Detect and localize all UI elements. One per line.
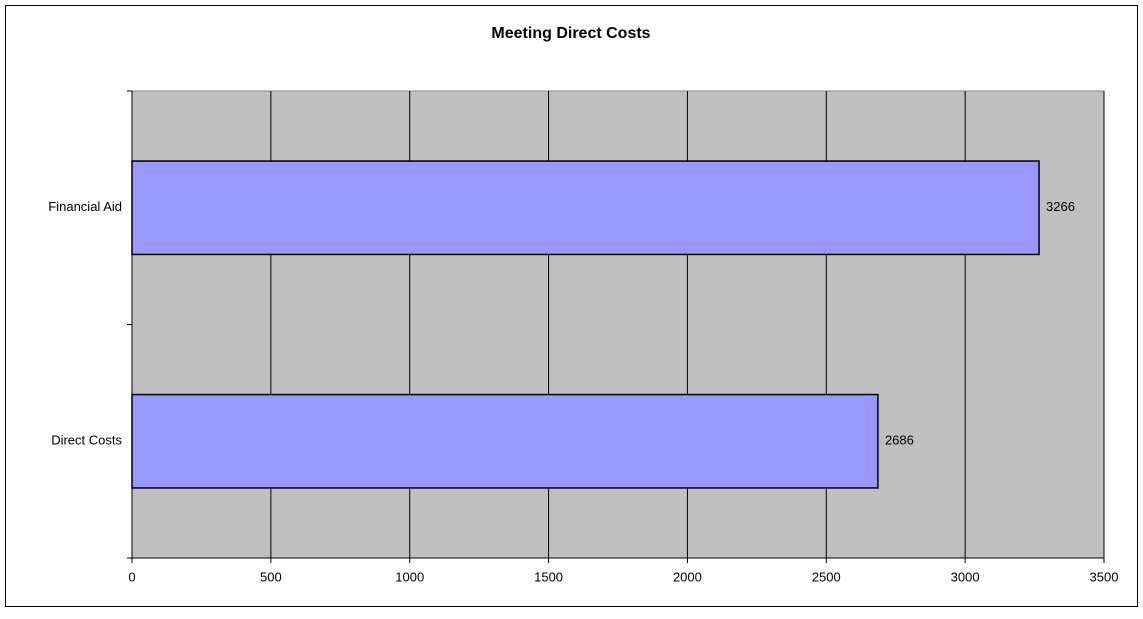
- x-tick-label: 0: [128, 569, 135, 584]
- x-tick-label: 3500: [1090, 569, 1119, 584]
- x-tick-label: 2500: [812, 569, 841, 584]
- value-label: 2686: [885, 433, 914, 448]
- x-tick-label: 1000: [395, 569, 424, 584]
- bar: [131, 393, 879, 489]
- x-tick-label: 2000: [673, 569, 702, 584]
- y-tick-label: Direct Costs: [51, 433, 122, 448]
- x-tick-label: 3000: [951, 569, 980, 584]
- value-label: 3266: [1046, 199, 1075, 214]
- chart-title: Meeting Direct Costs: [491, 25, 650, 42]
- bar: [131, 160, 1040, 256]
- x-tick-label: 500: [260, 569, 282, 584]
- y-tick-label: Financial Aid: [48, 199, 122, 214]
- x-tick-label: 1500: [534, 569, 563, 584]
